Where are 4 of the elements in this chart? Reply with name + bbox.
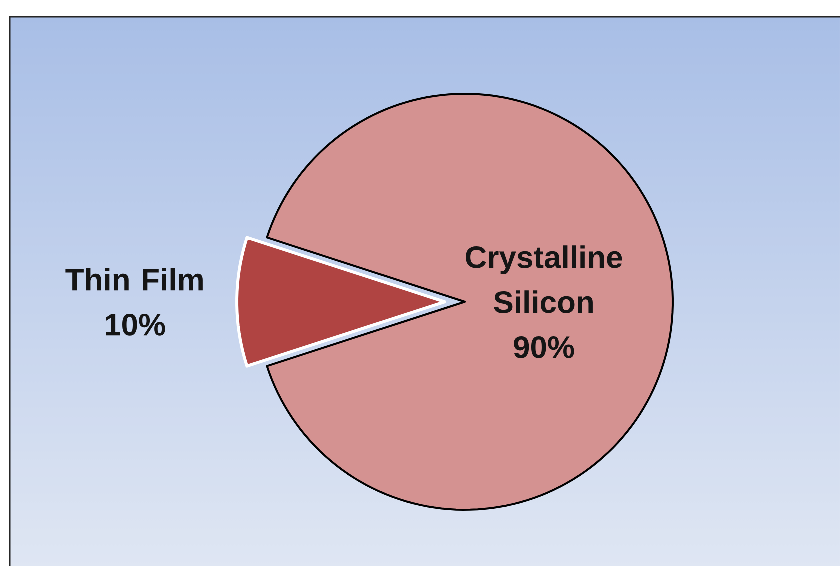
slice-label: Thin Film: [66, 268, 203, 291]
slice-label: Crystalline Silicon: [466, 246, 622, 314]
data-label: 90%: [514, 336, 574, 358]
data-label: 10%: [106, 314, 166, 336]
